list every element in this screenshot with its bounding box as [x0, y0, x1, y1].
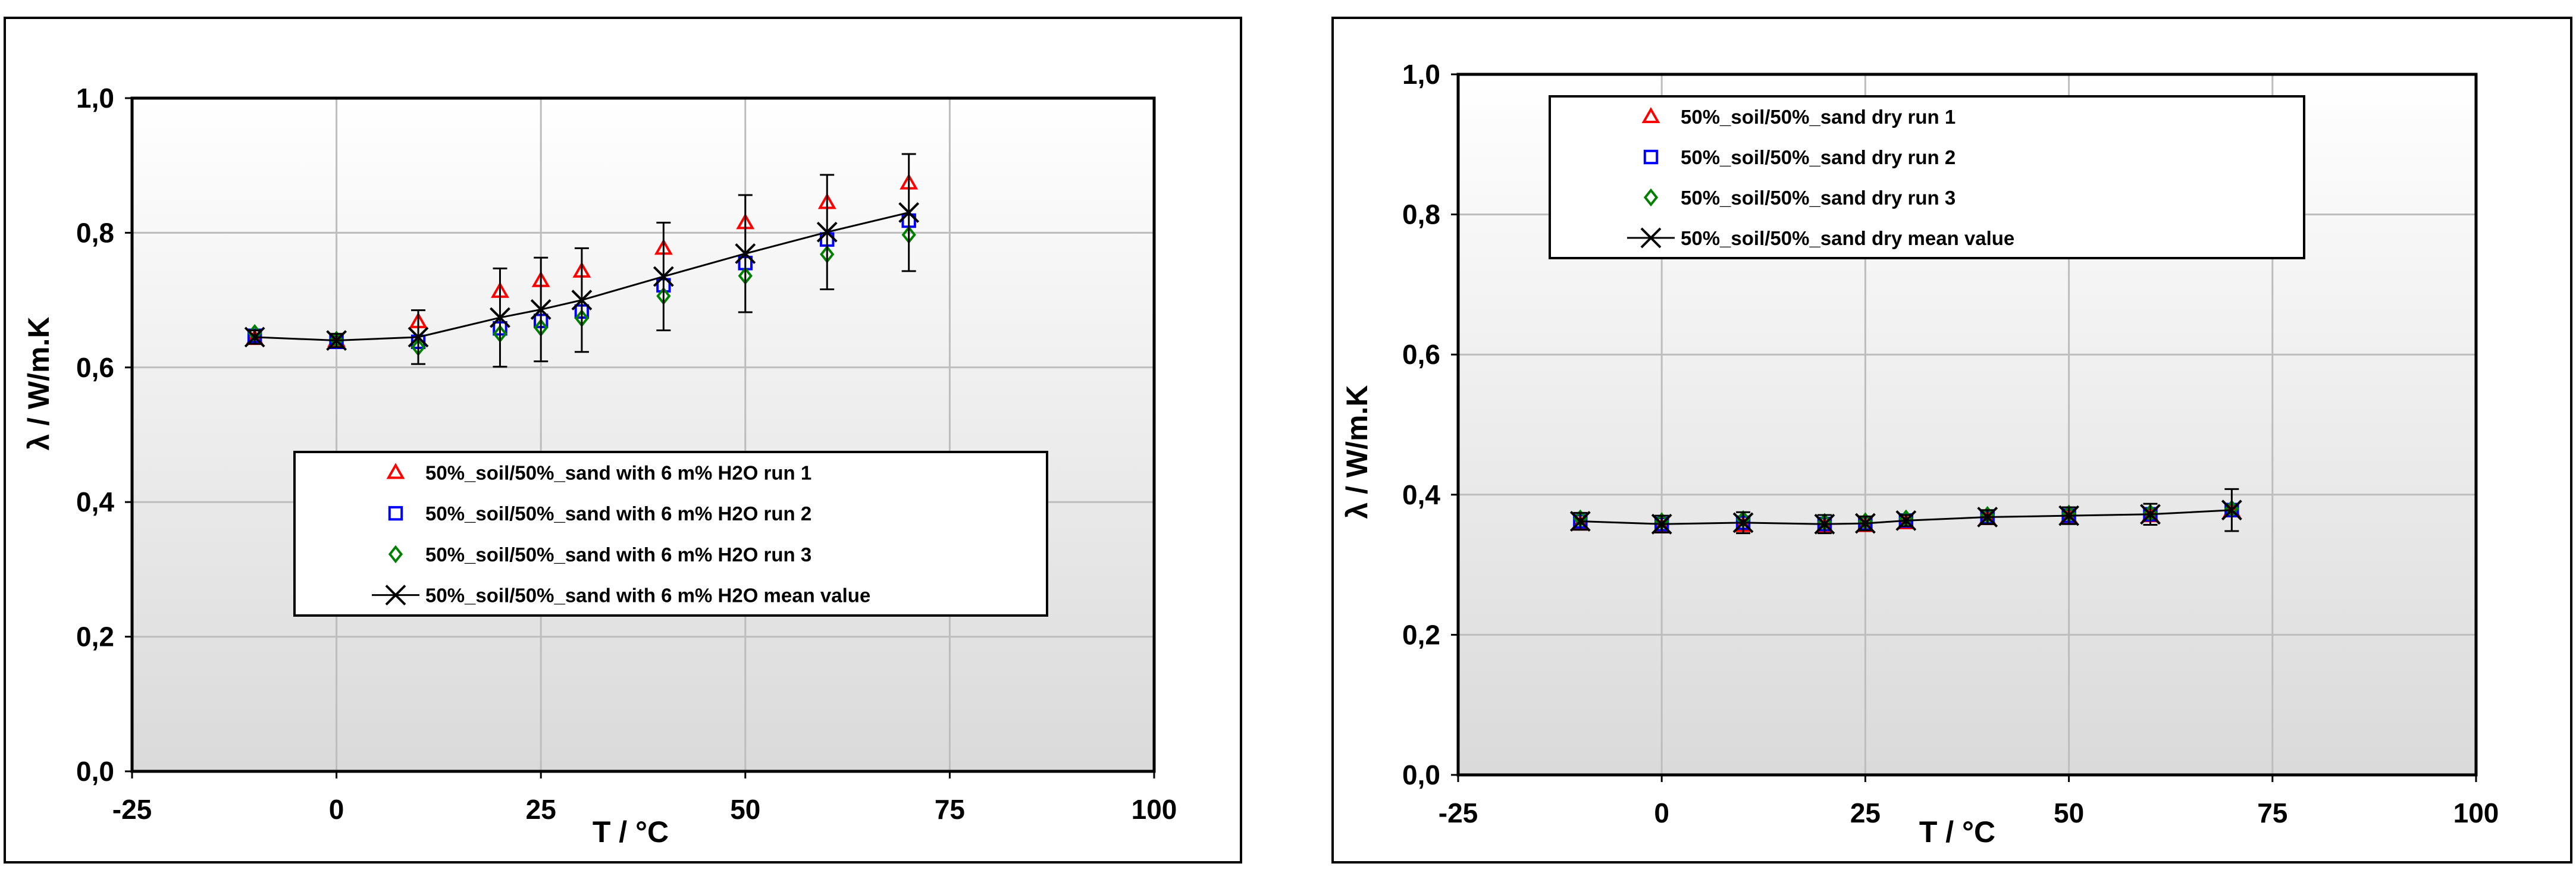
chart-right-legend-entry: 50%_soil/50%_sand dry mean value: [1627, 227, 2014, 249]
chart-left-legend-label: 50%_soil/50%_sand with 6 m% H2O run 2: [425, 503, 811, 525]
chart-right-point-x: [1854, 513, 1876, 534]
chart-right-point-x: [2058, 505, 2080, 526]
chart-left-x-tick-label: 75: [935, 794, 965, 825]
chart-left-y-tick-label: 0,8: [76, 217, 114, 248]
chart-right-legend-label: 50%_soil/50%_sand dry run 2: [1681, 146, 1955, 168]
chart-right-legend-marker-diamond: [1643, 188, 1659, 207]
chart-right-point-x: [2221, 500, 2242, 521]
chart-left-mean-line: [255, 211, 910, 342]
chart-left-legend-label: 50%_soil/50%_sand with 6 m% H2O mean val…: [425, 585, 870, 607]
chart-right-legend-entry: 50%_soil/50%_sand dry run 3: [1643, 187, 1955, 209]
chart-left-point-x: [326, 330, 347, 351]
chart-right-legend-marker-triangle: [1641, 106, 1660, 123]
chart-left-point-x: [735, 243, 756, 264]
chart-left-y-tick-label: 0,2: [76, 621, 114, 652]
chart-left: -25 0 25 50 75 100 0,0 0,2 0,4 0,6 0,8 1,0 λ / W/m.…: [4, 17, 1242, 864]
chart-left-y-tick-label: 1,0: [76, 83, 114, 114]
chart-right-y-tick-label: 1,0: [1402, 59, 1440, 90]
chart-right-legend-entry: 50%_soil/50%_sand dry run 1: [1641, 106, 1955, 128]
chart-left-y-tick-label: 0,4: [76, 486, 114, 517]
chart-left-legend-entry: 50%_soil/50%_sand with 6 m% H2O mean val…: [372, 585, 870, 607]
chart-left-axes-frame: [130, 96, 1156, 773]
chart-right-point-x: [1569, 511, 1591, 532]
chart-left-series-x: [244, 153, 920, 368]
chart-left-legend-entry: 50%_soil/50%_sand with 6 m% H2O run 3: [388, 544, 811, 566]
chart-right-y-tick-label: 0,4: [1402, 479, 1440, 510]
chart-right-x-axis-label: T / °C: [1919, 815, 1995, 849]
chart-right-point-x: [1895, 510, 1917, 531]
chart-left-point-x: [816, 221, 838, 243]
chart-right-y-tick-label: 0,6: [1402, 339, 1440, 370]
chart-left-plot-area: -25 0 25 50 75 100 0,0 0,2 0,4 0,6 0,8 1,0: [76, 83, 1177, 825]
chart-left-point-x: [408, 326, 429, 348]
chart-left-legend-marker-triangle: [386, 463, 405, 479]
chart-left-legend-marker-diamond: [388, 545, 403, 564]
chart-left-x-tick-label: 25: [526, 794, 556, 825]
chart-right-point-x: [2140, 504, 2161, 525]
chart-right-legend-label: 50%_soil/50%_sand dry mean value: [1681, 227, 2014, 249]
chart-left-legend-label: 50%_soil/50%_sand with 6 m% H2O run 3: [425, 544, 811, 566]
chart-left-legend-entry: 50%_soil/50%_sand with 6 m% H2O run 2: [388, 503, 811, 525]
chart-left-legend: 50%_soil/50%_sand with 6 m% H2O run 1 50%…: [293, 451, 1048, 617]
chart-left-point-x: [653, 266, 674, 287]
chart-left-y-tick-label: 0,0: [76, 756, 114, 787]
chart-right-y-tick-label: 0,2: [1402, 619, 1440, 650]
chart-right-legend-label: 50%_soil/50%_sand dry run 1: [1681, 106, 1955, 128]
chart-left-x-tick-label: 50: [730, 794, 760, 825]
chart-right-legend-entry: 50%_soil/50%_sand dry run 2: [1643, 146, 1955, 168]
chart-right-y-tick-label: 0,8: [1402, 199, 1440, 230]
chart-right-point-x: [1977, 507, 1998, 528]
chart-left-legend-box: [293, 451, 1048, 617]
chart-left-plot-background: [132, 98, 1154, 771]
chart-right-point-x: [1732, 512, 1754, 533]
chart-right-legend-box: [1549, 95, 2305, 259]
chart-left-x-tick-label: 0: [329, 794, 344, 825]
chart-right-x-tick-label: 100: [2453, 797, 2499, 828]
chart-right-x-tick-label: 25: [1850, 797, 1881, 828]
chart-right-y-axis-label: λ / W/m.K: [1340, 385, 1374, 519]
chart-left-legend-marker-square: [388, 505, 403, 521]
chart-left-x-tick-label: -25: [112, 794, 152, 825]
chart-right-x-tick-label: 0: [1654, 797, 1669, 828]
chart-right-legend-marker-x: [1640, 227, 1662, 249]
chart-right-point-x: [1814, 513, 1835, 535]
chart-left-legend-marker-x: [385, 585, 406, 606]
chart-left-point-x: [898, 202, 920, 223]
chart-left-y-axis-label: λ / W/m.K: [22, 316, 55, 450]
chart-left-point-x: [530, 299, 551, 320]
chart-right-y-tick-label: 0,0: [1402, 759, 1440, 790]
chart-left-y-tick-label: 0,6: [76, 352, 114, 383]
chart-right-legend-marker-square: [1643, 149, 1659, 165]
chart-right: -25 0 25 50 75 100 0,0 0,2 0,4 0,6 0,8 1,0 λ / W/m.…: [1331, 17, 2572, 864]
chart-right-legend-label: 50%_soil/50%_sand dry run 3: [1681, 187, 1955, 209]
chart-left-point-x: [571, 290, 593, 311]
chart-right-axes-frame: [1456, 73, 2478, 777]
chart-right-series-x: [1569, 488, 2242, 535]
chart-right-x-tick-label: 50: [2054, 797, 2084, 828]
chart-right-point-x: [1651, 513, 1672, 535]
chart-right-x-tick-label: -25: [1439, 797, 1478, 828]
chart-right-legend: 50%_soil/50%_sand dry run 1 50%_soil/50%_…: [1549, 95, 2305, 259]
chart-right-x-tick-label: 75: [2257, 797, 2287, 828]
chart-right-mean-line: [1580, 509, 2232, 525]
chart-left-legend-label: 50%_soil/50%_sand with 6 m% H2O run 1: [425, 461, 811, 483]
chart-left-point-x: [244, 326, 265, 348]
chart-left-point-x: [490, 307, 510, 328]
chart-left-legend-entry: 50%_soil/50%_sand with 6 m% H2O run 1: [386, 461, 811, 483]
chart-left-x-tick-label: 100: [1132, 794, 1177, 825]
chart-left-x-axis-label: T / °C: [593, 815, 669, 849]
